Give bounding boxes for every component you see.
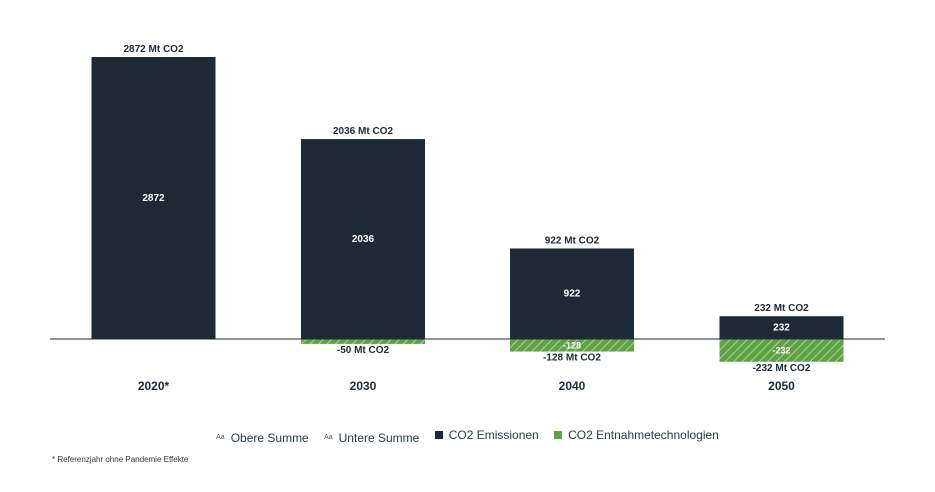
x-axis-tick-label: 2040: [559, 379, 586, 393]
legend-label: Obere Summe: [230, 430, 309, 445]
footnote: * Referenzjahr ohne Pandemie Effekte: [52, 455, 189, 464]
top-total-label: 232 Mt CO2: [754, 303, 809, 314]
x-axis-tick-label: 2020*: [138, 379, 170, 393]
legend: Aa Obere Summe Aa Untere Summe CO2 Emiss…: [0, 428, 935, 445]
bar-value-label: -232: [772, 345, 790, 355]
bar-emissions[interactable]: [301, 139, 425, 339]
bar-emissions[interactable]: [510, 248, 634, 339]
bar-value-label: -128: [563, 340, 581, 350]
square-icon: [434, 431, 443, 439]
bottom-total-label: -128 Mt CO2: [543, 353, 601, 364]
bar-emissions[interactable]: [91, 57, 216, 339]
bottom-total-label: -232 Mt CO2: [753, 363, 811, 374]
top-total-label: 2872 Mt CO2: [123, 44, 183, 55]
bar-removal[interactable]: [719, 339, 844, 362]
text-sum-icon: Aa: [324, 434, 333, 441]
bar-value-label: 2872: [142, 193, 165, 204]
top-total-label: 922 Mt CO2: [545, 235, 600, 246]
legend-item-upper-sum[interactable]: Aa Obere Summe: [216, 431, 309, 445]
bar-value-label: 2036: [352, 234, 375, 245]
x-axis-tick-label: 2050: [768, 379, 795, 393]
legend-item-removal[interactable]: CO2 Entnahmetechnologien: [554, 428, 719, 442]
legend-label: CO2 Entnahmetechnologien: [568, 428, 719, 442]
bar-emissions[interactable]: [719, 316, 844, 339]
legend-label: Untere Summe: [338, 430, 420, 445]
bar-value-label: 922: [564, 289, 581, 300]
bar-removal[interactable]: [301, 339, 425, 344]
text-sum-icon: Aa: [216, 434, 225, 441]
bar-value-label: 232: [773, 323, 790, 334]
bar-removal[interactable]: [510, 339, 634, 352]
bottom-total-label: -50 Mt CO2: [337, 345, 390, 356]
square-icon: [554, 431, 563, 439]
x-axis-tick-label: 2030: [350, 379, 377, 393]
top-total-label: 2036 Mt CO2: [333, 126, 393, 137]
legend-label: CO2 Emissionen: [448, 428, 539, 442]
bar-chart: 2872 2872 Mt CO2 2020* 2036 2036 Mt CO2 -50 M…: [50, 44, 885, 393]
legend-item-emissions[interactable]: CO2 Emissionen: [434, 428, 539, 442]
legend-item-lower-sum[interactable]: Aa Untere Summe: [324, 431, 419, 445]
